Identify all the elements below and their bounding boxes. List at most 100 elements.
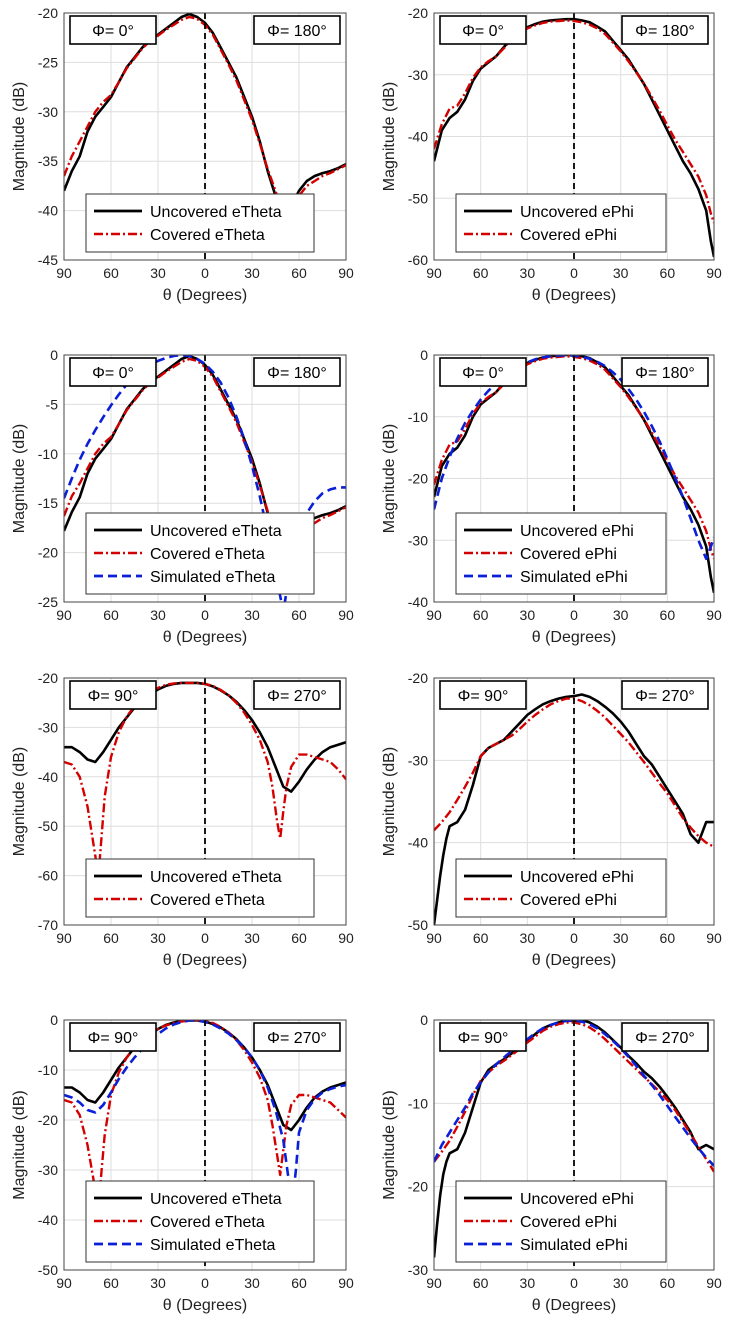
phi-left-label: Φ= 90° [458,1030,509,1047]
legend: Uncovered eTheta Covered eTheta Simulated … [85,1180,315,1263]
plot-p4: 90 60 30 0 30 60 90 0 -10 -20 -30 -40 Φ= 0° Φ= 180° Un… [381,347,722,646]
x-tick-label: 0 [570,265,578,281]
y-tick-label: -5 [46,396,59,412]
legend: Uncovered ePhi Covered ePhi Simulated ePhi [455,512,667,595]
y-tick-label: -40 [38,203,58,219]
x-tick-label: 0 [201,607,209,623]
legend: Uncovered eTheta Covered eTheta [85,858,315,918]
y-tick-label: -30 [408,1262,428,1278]
axes-frame [63,677,347,926]
y-tick-label: -30 [38,719,58,735]
axes-frame [63,354,347,603]
legend-label-2: Covered eTheta [150,1214,265,1231]
x-tick-label: 30 [613,607,629,623]
plot-p2: 90 60 30 0 30 60 90 -20 -30 -40 -50 -60 Φ= 0° Φ= 180°… [381,5,722,304]
plot-p5: 90 60 30 0 30 60 90 -20 -30 -40 -50 -60 -70 Φ= 90° Φ= … [11,670,354,969]
legend-label-1: Uncovered ePhi [520,204,634,221]
legend-label-3: Simulated ePhi [520,569,628,586]
legend-label-1: Uncovered ePhi [520,523,634,540]
y-tick-label: -20 [38,545,58,561]
x-tick-label: 0 [570,1275,578,1291]
x-tick-label: 30 [520,1275,536,1291]
legend-label-2: Covered eTheta [150,546,265,563]
x-tick-label: 90 [338,1275,354,1291]
y-tick-label: -50 [408,917,428,933]
legend-box [85,858,315,918]
legend-label-1: Uncovered ePhi [520,1191,634,1208]
x-tick-label: 60 [473,265,489,281]
x-tick-label: 0 [201,265,209,281]
phi-left-label: Φ= 0° [462,365,504,382]
legend-label-2: Covered ePhi [520,227,617,244]
legend-label-2: Covered ePhi [520,1214,617,1231]
y-tick-label: -40 [38,1212,58,1228]
y-tick-label: -40 [408,594,428,610]
x-tick-label: 90 [706,607,722,623]
y-axis-label: Magnitude (dB) [11,82,28,191]
series-line-3 [434,1020,714,1167]
y-tick-label: -30 [408,532,428,548]
y-tick-label: -60 [408,252,428,268]
x-tick-label: 60 [660,930,676,946]
y-tick-label: -20 [38,5,58,21]
y-tick-label: -10 [38,446,58,462]
x-axis-label: θ (Degrees) [532,287,616,304]
axes-frame [63,12,347,261]
x-tick-label: 30 [244,1275,260,1291]
phi-left-box [69,1022,157,1052]
y-tick-label: -20 [408,1179,428,1195]
y-axis-label: Magnitude (dB) [11,424,28,533]
y-tick-label: -60 [38,868,58,884]
y-tick-label: 0 [50,1012,58,1028]
y-tick-label: -30 [38,104,58,120]
phi-left-box [69,680,157,710]
x-tick-label: 60 [291,265,307,281]
legend-label-3: Simulated ePhi [520,1237,628,1254]
x-tick-label: 60 [473,607,489,623]
y-tick-label: -30 [408,752,428,768]
series-line-1 [64,13,346,222]
phi-left-label: Φ= 90° [458,688,509,705]
axes-frame [433,1019,715,1271]
legend-label-1: Uncovered ePhi [520,869,634,886]
plot-p3: 90 60 30 0 30 60 90 0 -5 -10 -15 -20 -25 Φ= 0° Φ= 180°… [11,347,354,646]
legend-label-1: Uncovered eTheta [150,869,282,886]
x-tick-label: 30 [150,265,166,281]
y-tick-label: -35 [38,153,58,169]
x-tick-label: 60 [103,265,119,281]
y-axis-label: Magnitude (dB) [11,747,28,856]
y-tick-label: -50 [38,818,58,834]
x-tick-label: 30 [150,607,166,623]
phi-right-label: Φ= 180° [267,23,327,40]
phi-right-box [253,357,341,387]
legend: Uncovered ePhi Covered ePhi [455,858,667,918]
phi-right-label: Φ= 270° [267,688,327,705]
x-tick-label: 30 [613,265,629,281]
axes-frame [433,12,715,261]
y-tick-label: -50 [408,190,428,206]
x-tick-label: 30 [520,930,536,946]
phi-left-label: Φ= 90° [88,1030,139,1047]
x-axis-label: θ (Degrees) [532,629,616,646]
x-tick-label: 90 [56,1275,72,1291]
plot-p6: 90 60 30 0 30 60 90 -20 -30 -40 -50 Φ= 90° Φ= 270° Un… [381,670,722,969]
phi-left-box [69,357,157,387]
y-tick-label: -10 [38,1062,58,1078]
y-tick-label: -30 [38,1162,58,1178]
phi-right-label: Φ= 270° [635,688,695,705]
phi-right-box [621,357,709,387]
x-tick-label: 90 [56,930,72,946]
phi-left-label: Φ= 0° [462,23,504,40]
phi-left-box [439,1022,527,1052]
plot-p7: 90 60 30 0 30 60 90 0 -10 -20 -30 -40 -50 Φ= 90° Φ= 27… [11,1012,354,1314]
legend-label-3: Simulated eTheta [150,569,276,586]
x-axis-label: θ (Degrees) [163,629,247,646]
phi-left-box [69,15,157,45]
y-tick-label: -40 [408,835,428,851]
legend-label-2: Covered eTheta [150,892,265,909]
legend-label-1: Uncovered eTheta [150,523,282,540]
plot-p1: 90 60 30 0 30 60 90 -20 -25 -30 -35 -40 -45 Φ= 0° Φ= 1… [11,5,354,304]
phi-left-label: Φ= 0° [92,23,134,40]
x-tick-label: 60 [103,1275,119,1291]
